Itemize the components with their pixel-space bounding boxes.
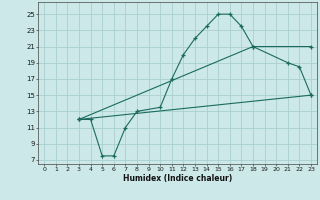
X-axis label: Humidex (Indice chaleur): Humidex (Indice chaleur) [123, 174, 232, 183]
